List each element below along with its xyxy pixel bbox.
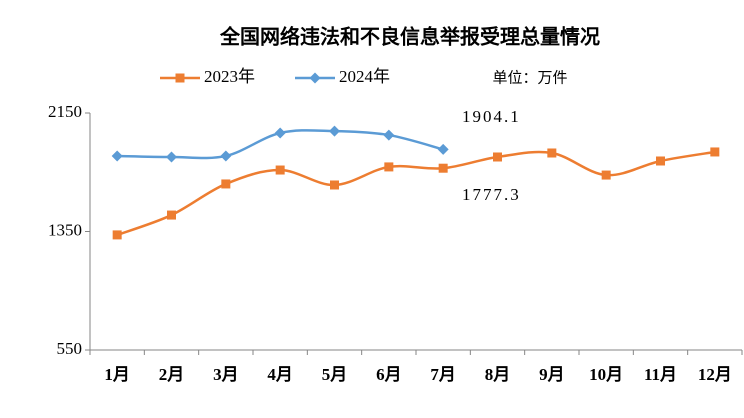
series-marker [112, 230, 122, 240]
series-marker [493, 152, 502, 162]
series-marker [383, 129, 395, 141]
series-marker [274, 127, 286, 139]
x-tick-label: 7月 [430, 365, 456, 384]
x-tick-label: 8月 [485, 365, 511, 384]
unit-note: 单位：万件 [492, 69, 567, 87]
series-line [116, 150, 716, 237]
x-tick-label: 6月 [376, 365, 402, 384]
series-marker [438, 163, 448, 173]
series-marker [656, 156, 665, 166]
data-label: 1904.1 [462, 107, 521, 126]
x-tick-label: 10月 [589, 365, 623, 384]
series-marker [166, 151, 177, 163]
series-marker [220, 150, 232, 162]
series-marker [710, 147, 720, 157]
legend-label: 2023年 [204, 67, 255, 86]
series-marker [547, 148, 557, 158]
series-marker [601, 170, 611, 180]
chart-title: 全国网络违法和不良信息举报受理总量情况 [219, 25, 600, 49]
data-label: 1777.3 [462, 185, 521, 204]
series-marker [111, 150, 123, 162]
x-tick-label: 1月 [104, 365, 130, 384]
x-tick-label: 2月 [159, 365, 185, 384]
series-marker [167, 210, 176, 220]
x-tick-label: 3月 [213, 365, 239, 384]
legend-marker [309, 72, 321, 84]
series-marker [221, 179, 231, 189]
series-marker [330, 180, 339, 190]
y-tick-label: 2150 [48, 102, 82, 121]
legend-label: 2024年 [339, 67, 390, 86]
y-tick-label: 550 [57, 339, 83, 358]
x-tick-label: 9月 [539, 365, 565, 384]
x-tick-label: 4月 [267, 365, 293, 384]
legend-marker [175, 73, 185, 83]
x-tick-label: 5月 [322, 365, 348, 384]
x-tick-label: 12月 [698, 365, 732, 384]
series-marker [384, 162, 394, 172]
x-tick-label: 11月 [644, 365, 677, 384]
series-marker [329, 125, 340, 137]
y-tick-label: 1350 [48, 220, 82, 239]
series-marker [437, 143, 449, 155]
series-marker [275, 165, 285, 175]
